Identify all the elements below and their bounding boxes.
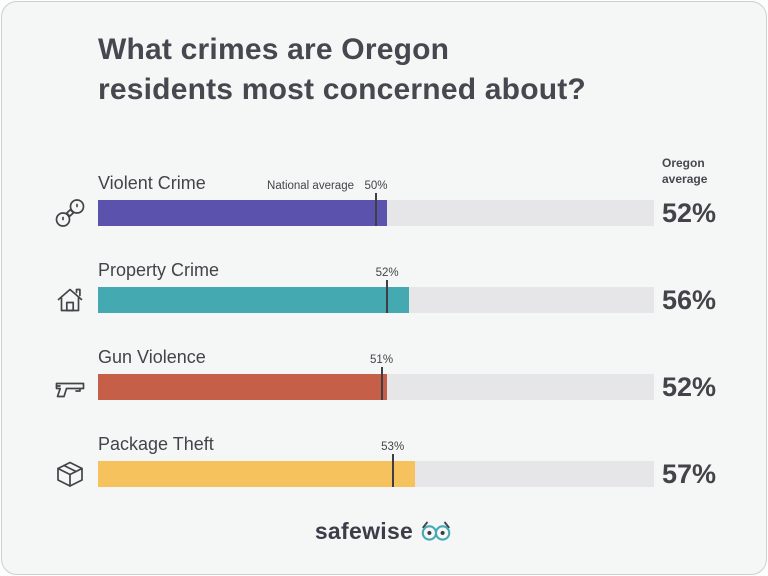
chart-row-violent-crime: Violent Crime National average 50% 52%	[42, 170, 766, 228]
safewise-logo: safewise	[2, 518, 766, 545]
owl-icon	[419, 519, 453, 545]
category-label: Package Theft	[98, 434, 214, 454]
oregon-average-value: 52%	[662, 372, 717, 402]
national-average-tick	[375, 193, 377, 226]
box-icon	[42, 431, 98, 492]
national-average-label: National average	[267, 180, 354, 192]
national-average-tick	[386, 280, 389, 313]
oregon-average-value: 56%	[662, 285, 717, 315]
national-average-value: 53%	[381, 441, 405, 453]
category-label: Violent Crime	[98, 173, 206, 193]
national-average-tick	[380, 367, 383, 400]
page-title: What crimes are Oregon residents most co…	[98, 30, 706, 110]
house-icon	[42, 257, 98, 318]
gun-icon	[42, 344, 98, 405]
safewise-wordmark: safewise	[314, 518, 414, 544]
chart-row-package-theft: Package Theft 53% 57%	[42, 431, 766, 489]
bar-area: Package Theft 53%	[98, 431, 654, 487]
bar-fill	[98, 287, 410, 313]
national-average-value: 52%	[375, 267, 399, 279]
bar-track	[98, 280, 654, 313]
oregon-average-value: 52%	[662, 198, 717, 228]
bar-fill	[98, 461, 415, 487]
chart-row-property-crime: Property Crime 52% 56%	[42, 257, 766, 315]
chart-rows: Violent Crime National average 50% 52%	[2, 170, 766, 489]
bar-track	[98, 193, 654, 226]
bar-area: Gun Violence 51%	[98, 344, 654, 400]
bar-area: Violent Crime National average 50%	[98, 170, 654, 226]
category-label: Gun Violence	[98, 347, 206, 367]
bar-fill	[98, 200, 388, 226]
bar-area: Property Crime 52%	[98, 257, 654, 313]
national-average-tick	[391, 454, 394, 487]
title-line-1: What crimes are Oregon	[98, 33, 450, 66]
bar-fill	[98, 374, 388, 400]
handcuffs-icon	[42, 170, 98, 231]
oregon-average-header: Oregon average	[662, 156, 708, 186]
national-average-value: 50%	[364, 180, 388, 192]
bar-track	[98, 367, 654, 400]
bar-track	[98, 454, 654, 487]
oregon-average-value: 57%	[662, 459, 717, 489]
title-line-2: residents most concerned about?	[98, 73, 586, 106]
category-label: Property Crime	[98, 260, 220, 280]
national-average-value: 51%	[370, 354, 394, 366]
chart-row-gun-violence: Gun Violence 51% 52%	[42, 344, 766, 402]
